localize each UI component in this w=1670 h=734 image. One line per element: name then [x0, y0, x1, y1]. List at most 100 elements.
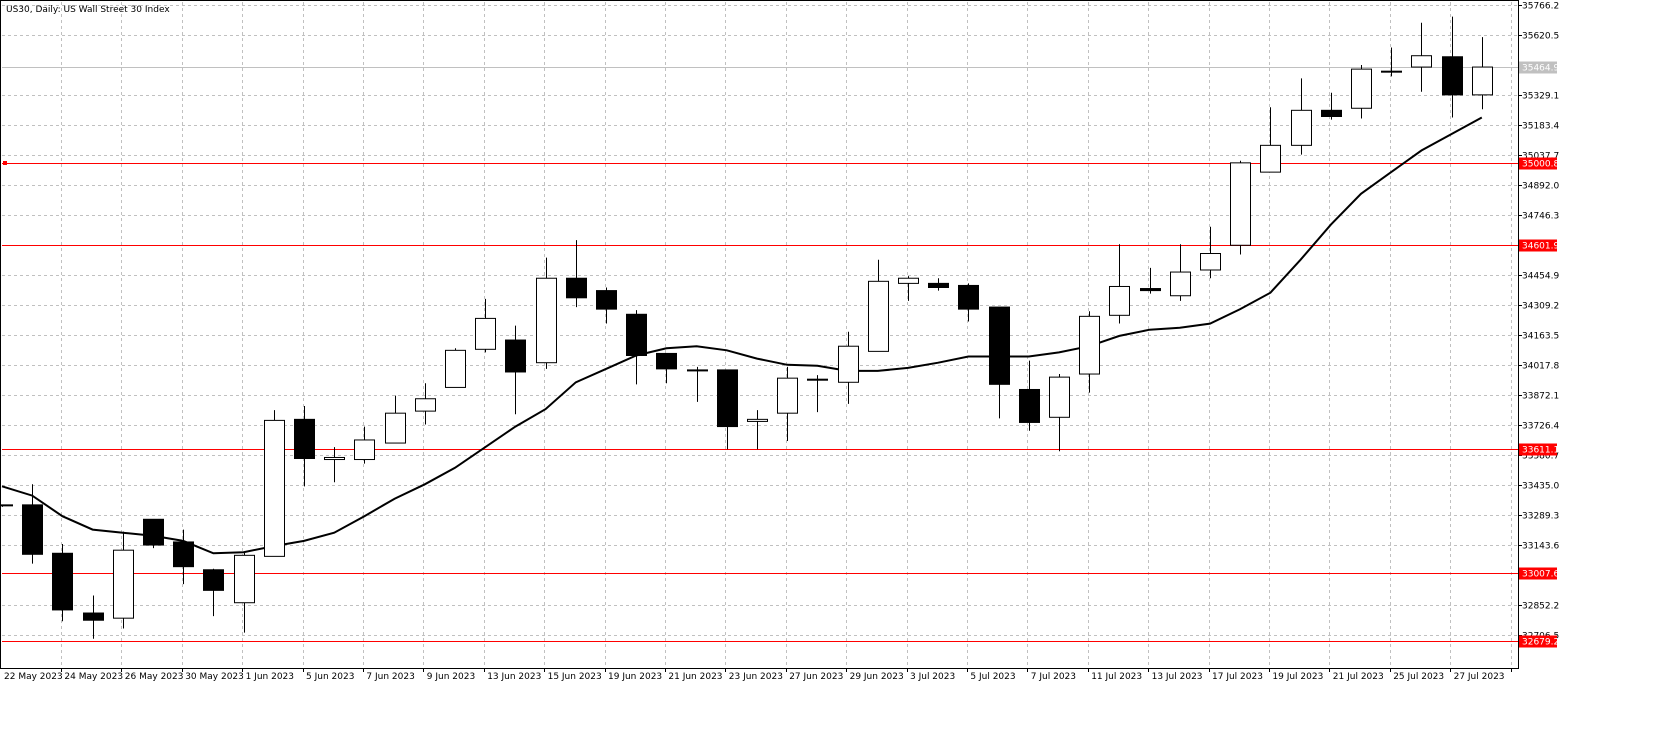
- candle: [264, 410, 285, 557]
- bullish-candle-body: [1200, 253, 1221, 271]
- x-tick-label: 7 Jun 2023: [366, 672, 414, 682]
- bearish-candle-body: [83, 612, 104, 621]
- bullish-candle-body: [415, 398, 436, 412]
- bullish-candle-body: [113, 549, 134, 619]
- candle: [1140, 267, 1161, 294]
- y-tick-label: 34309.2: [1522, 302, 1559, 312]
- candle: [928, 278, 949, 291]
- level-price-label: 32679.2: [1522, 638, 1559, 648]
- y-tick-label: 33872.1: [1522, 392, 1559, 402]
- bullish-candle-body: [475, 317, 496, 350]
- y-tick-label: 33435.0: [1522, 482, 1559, 492]
- level-price-tag: [1519, 239, 1557, 252]
- candles: [0, 16, 1493, 639]
- bearish-candle-body: [807, 378, 828, 381]
- bearish-candle-body: [566, 277, 587, 299]
- plot-frame: [0, 0, 1519, 669]
- candle: [1472, 37, 1493, 110]
- bullish-candle-body: [1260, 144, 1281, 173]
- y-tick-label: 35037.7: [1522, 152, 1559, 162]
- bearish-candle-body: [505, 339, 526, 373]
- bearish-candle-body: [656, 352, 677, 370]
- axes: [0, 0, 1522, 672]
- bullish-candle-body: [1049, 376, 1070, 418]
- bearish-candle-body: [928, 282, 949, 289]
- candle: [173, 529, 194, 585]
- candle: [958, 283, 979, 322]
- candle: [52, 544, 73, 622]
- bullish-candle-body: [1079, 315, 1100, 375]
- candle: [1200, 226, 1221, 279]
- candle: [717, 369, 738, 450]
- x-tick-label: 30 May 2023: [185, 672, 244, 682]
- chart-title: US30, Daily: US Wall Street 30 Index: [6, 5, 170, 15]
- candle: [113, 531, 134, 629]
- candle: [1019, 360, 1040, 431]
- candle: [0, 504, 13, 507]
- x-tick-label: 5 Jul 2023: [970, 672, 1015, 682]
- x-tick-label: 17 Jul 2023: [1212, 672, 1263, 682]
- x-tick-label: 24 May 2023: [64, 672, 123, 682]
- bearish-candle-body: [52, 552, 73, 611]
- bearish-candle-body: [626, 313, 647, 356]
- bullish-candle-body: [1230, 162, 1251, 246]
- candle: [777, 366, 798, 441]
- y-tick-label: 33726.4: [1522, 422, 1559, 432]
- bearish-candle-body: [173, 541, 194, 568]
- candle: [505, 325, 526, 415]
- y-tick-label: 35329.1: [1522, 92, 1559, 102]
- last-price-tag: [1519, 61, 1557, 74]
- bearish-candle-body: [1442, 56, 1463, 96]
- bullish-candle-body: [1109, 285, 1130, 316]
- bullish-candle-body: [234, 554, 255, 604]
- candle: [324, 447, 345, 483]
- bullish-candle-body: [898, 277, 919, 284]
- grid: [2, 2, 1518, 668]
- candle: [626, 310, 647, 385]
- candle: [1381, 47, 1402, 77]
- level-price-tag: [1519, 443, 1557, 456]
- candle: [1351, 64, 1372, 119]
- bearish-candle-body: [294, 418, 315, 460]
- bullish-candle-body: [1170, 271, 1191, 297]
- y-tick-label: 33289.3: [1522, 512, 1559, 522]
- candle: [687, 366, 708, 402]
- x-tick-label: 15 Jun 2023: [548, 672, 602, 682]
- x-tick-label: 7 Jul 2023: [1031, 672, 1076, 682]
- bearish-candle-body: [717, 369, 738, 428]
- candle: [807, 375, 828, 413]
- candle: [868, 259, 889, 352]
- y-tick-label: 33580.7: [1522, 452, 1559, 462]
- x-tick-label: 29 Jun 2023: [850, 672, 904, 682]
- bullish-candle-body: [324, 456, 345, 461]
- x-tick-label: 5 Jun 2023: [306, 672, 354, 682]
- candle: [656, 352, 677, 384]
- candle: [1442, 16, 1463, 118]
- bullish-candle-body: [868, 280, 889, 352]
- candle: [838, 331, 859, 404]
- y-tick-label: 34017.8: [1522, 362, 1559, 372]
- candle: [475, 298, 496, 353]
- bearish-candle-body: [1140, 288, 1161, 292]
- bullish-candle-body: [536, 277, 557, 364]
- y-tick-label: 34454.9: [1522, 272, 1559, 282]
- candle: [234, 552, 255, 633]
- bullish-candle-body: [1411, 55, 1432, 68]
- x-tick-label: 23 Jun 2023: [729, 672, 783, 682]
- y-tick-label: 34163.5: [1522, 332, 1559, 342]
- bearish-candle-body: [203, 569, 224, 591]
- x-tick-label: 19 Jul 2023: [1272, 672, 1323, 682]
- y-tick-label: 35620.5: [1522, 32, 1559, 42]
- candle: [1411, 22, 1432, 92]
- level-anchor-marker[interactable]: [3, 161, 7, 165]
- bullish-candle-body: [1381, 70, 1402, 73]
- level-price-tag: [1519, 157, 1557, 170]
- x-tick-label: 22 May 2023: [4, 672, 63, 682]
- level-price-label: 33007.6: [1522, 570, 1559, 580]
- y-tick-label: 33143.6: [1522, 542, 1559, 552]
- bullish-candle-body: [747, 418, 768, 422]
- bullish-candle-body: [354, 439, 375, 461]
- level-price-tag: [1519, 567, 1557, 580]
